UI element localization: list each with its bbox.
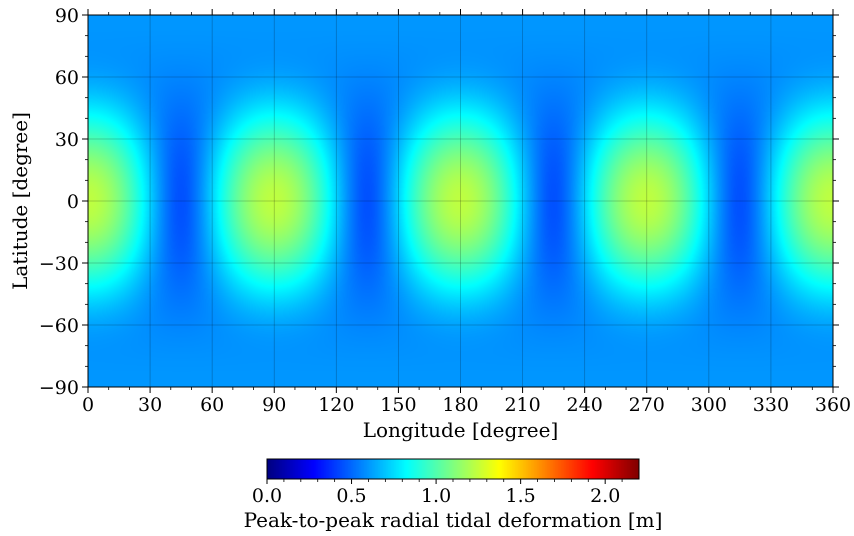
x-tick-label: 360 [815,394,851,416]
x-tick-label: 300 [691,394,727,416]
heatmap-raster [88,15,833,387]
colorbar-tick-label: 0.0 [252,485,282,507]
colorbar-ticks: 0.0 0.5 1.0 1.5 2.0 [252,479,623,507]
x-tick-label: 30 [138,394,162,416]
grid-lines [88,15,833,387]
y-tick-label: 60 [55,67,79,89]
x-tick-label: 330 [753,394,789,416]
colorbar: 0.0 0.5 1.0 1.5 2.0 [252,458,640,507]
y-tick-label: −30 [39,253,79,275]
y-tick-label: −60 [39,315,79,337]
x-tick-label: 60 [200,394,224,416]
colorbar-tick-label: 1.5 [506,485,536,507]
x-tick-label: 180 [442,394,478,416]
colorbar-tick-label: 0.5 [336,485,366,507]
y-tick-label: 30 [55,129,79,151]
y-tick-label: 90 [55,5,79,27]
x-axis-label: Longitude [degree] [363,418,559,442]
x-tick-label: 120 [318,394,354,416]
colorbar-tick-label: 2.0 [590,485,620,507]
x-tick-label: 90 [262,394,286,416]
x-tick-label: 210 [504,394,540,416]
plot-area [87,14,834,388]
x-axis: 0 30 60 90 120 150 180 210 240 270 300 330 360 [82,9,851,416]
y-axis: 90 60 30 0 −30 −60 −90 [39,5,839,399]
colorbar-tick-label: 1.0 [421,485,451,507]
colorbar-label: Peak-to-peak radial tidal deformation [m… [244,508,663,532]
x-tick-label: 150 [380,394,416,416]
x-tick-label: 270 [629,394,665,416]
colorbar-gradient [267,459,639,479]
x-tick-label: 0 [82,394,94,416]
y-axis-label: Latitude [degree] [8,112,32,290]
x-tick-label: 240 [567,394,603,416]
y-tick-label: −90 [39,377,79,399]
y-tick-label: 0 [67,191,79,213]
